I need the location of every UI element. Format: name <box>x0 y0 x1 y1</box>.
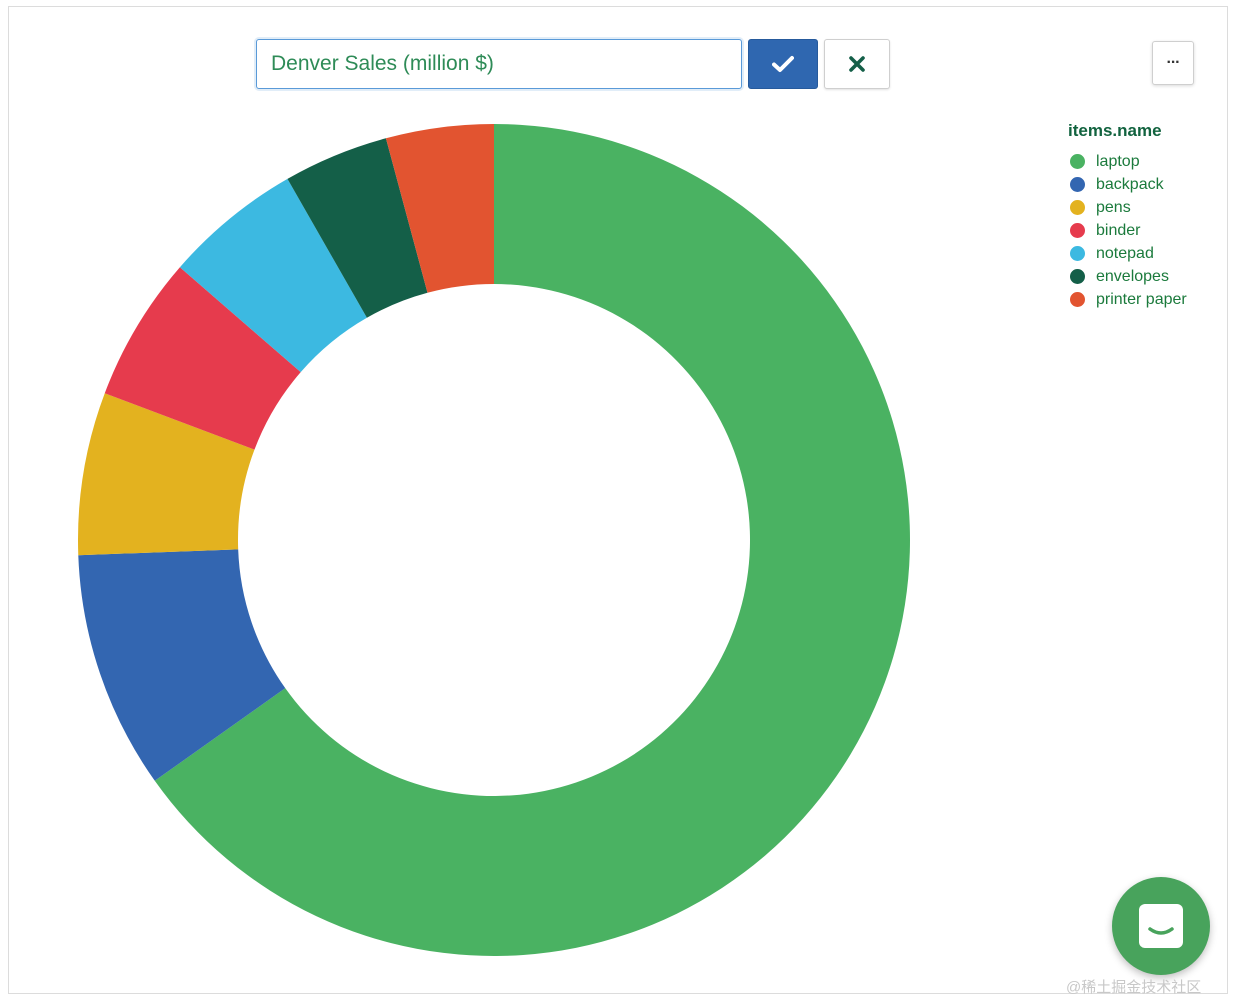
cancel-button[interactable] <box>824 39 890 89</box>
legend-label: backpack <box>1096 175 1164 193</box>
legend-item-backpack[interactable]: backpack <box>1070 173 1187 196</box>
chat-button[interactable] <box>1112 877 1210 975</box>
chart-title-input[interactable] <box>256 39 742 89</box>
legend-title: items.name <box>1068 121 1162 140</box>
slice-printer-paper[interactable] <box>385 124 494 293</box>
legend-dot <box>1070 246 1085 261</box>
legend-item-pens[interactable]: pens <box>1070 196 1187 219</box>
close-icon <box>849 56 865 72</box>
legend: laptop backpack pens binder notepad envelopes… <box>1070 150 1187 311</box>
legend-label: binder <box>1096 221 1141 239</box>
legend-label: notepad <box>1096 244 1154 262</box>
legend-item-laptop[interactable]: laptop <box>1070 150 1187 173</box>
legend-dot <box>1070 223 1085 238</box>
watermark: @稀土掘金技术社区 <box>1066 979 1202 996</box>
legend-dot <box>1070 154 1085 169</box>
legend-label: printer paper <box>1096 290 1187 308</box>
slice-notepad[interactable] <box>179 178 367 373</box>
more-options-button[interactable]: ··· <box>1152 41 1194 85</box>
legend-item-printer-paper[interactable]: printer paper <box>1070 288 1187 311</box>
chat-icon <box>1139 904 1183 948</box>
legend-label: laptop <box>1096 152 1140 170</box>
legend-dot <box>1070 292 1085 307</box>
legend-dot <box>1070 177 1085 192</box>
slice-pens[interactable] <box>78 393 255 556</box>
legend-item-envelopes[interactable]: envelopes <box>1070 265 1187 288</box>
legend-dot <box>1070 200 1085 215</box>
check-icon <box>772 56 794 72</box>
legend-dot <box>1070 269 1085 284</box>
legend-item-binder[interactable]: binder <box>1070 219 1187 242</box>
legend-label: envelopes <box>1096 267 1169 285</box>
slice-binder[interactable] <box>104 267 301 450</box>
more-options-label: ··· <box>1166 54 1181 71</box>
legend-item-notepad[interactable]: notepad <box>1070 242 1187 265</box>
slice-envelopes[interactable] <box>287 138 428 318</box>
slice-laptop[interactable] <box>154 124 910 956</box>
legend-label: pens <box>1096 198 1131 216</box>
confirm-button[interactable] <box>748 39 818 89</box>
slice-backpack[interactable] <box>78 549 286 781</box>
